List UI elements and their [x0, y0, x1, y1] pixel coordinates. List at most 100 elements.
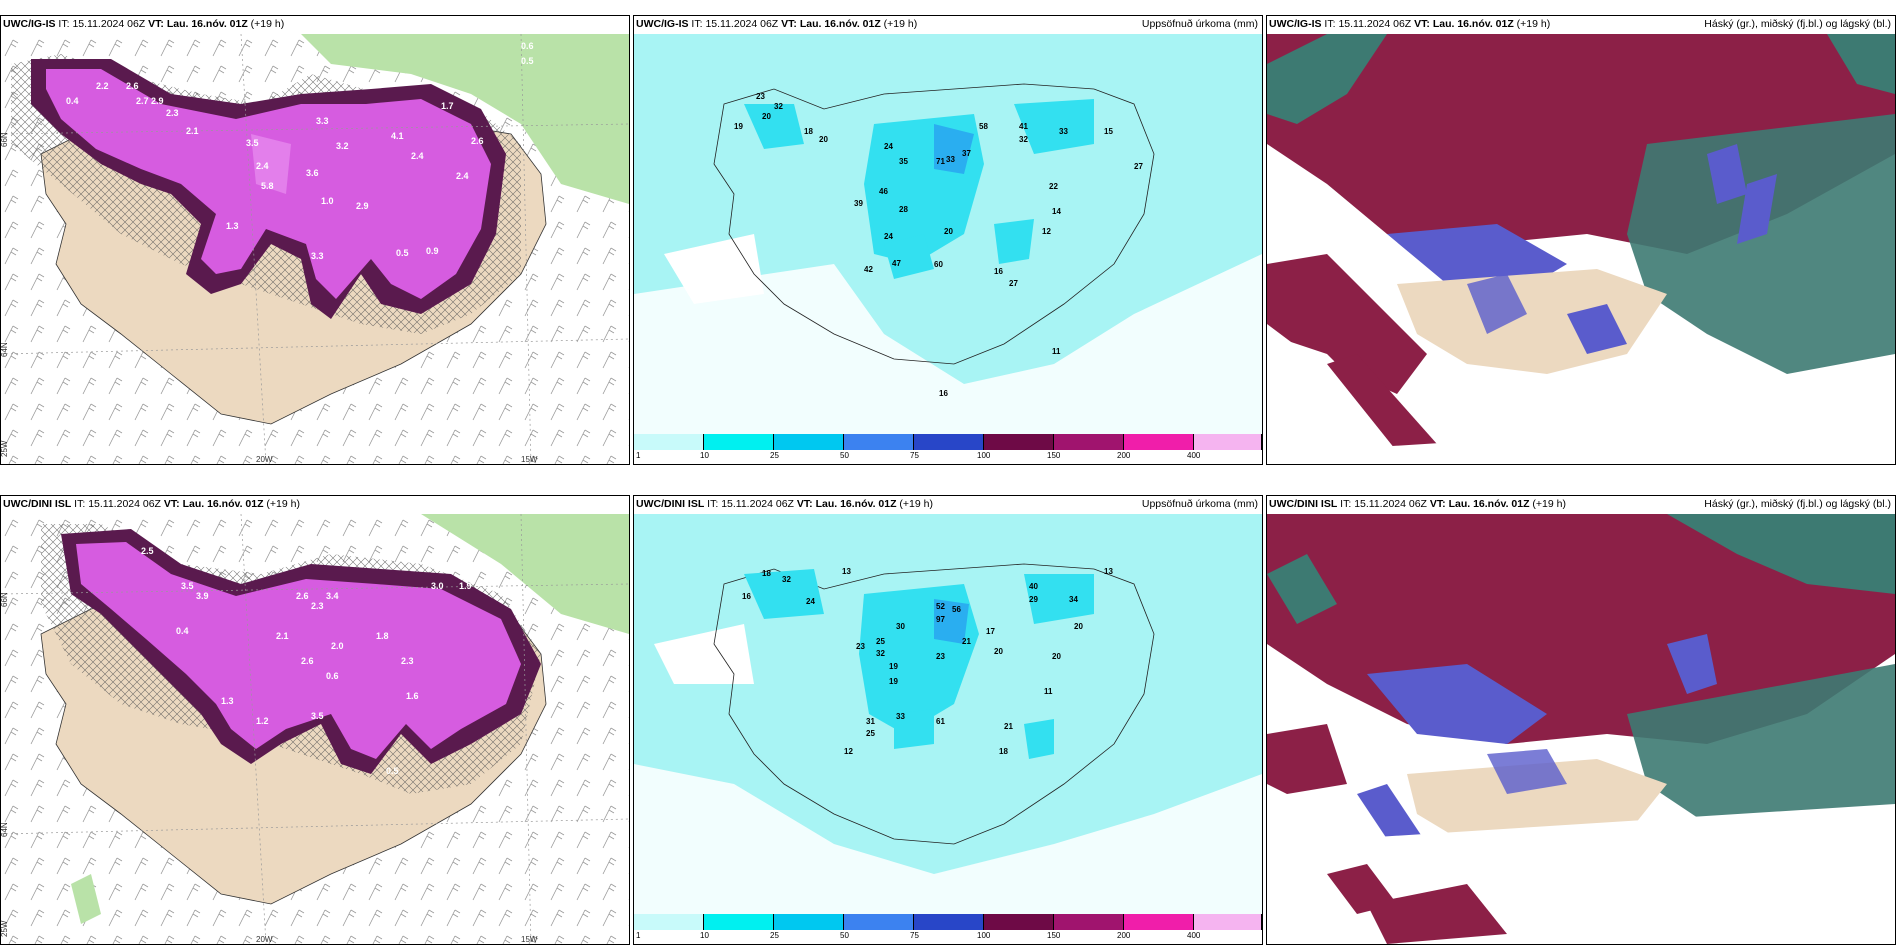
precip-value: 24 [884, 232, 893, 241]
colorbar-label: 100 [977, 451, 991, 460]
panel-header: UWC/IG-IS IT: 15.11.2024 06Z VT: Lau. 16… [1269, 16, 1550, 32]
vt-value: Lau. 16.nóv. 01Z [799, 18, 881, 30]
snow-value: 3.5 [246, 138, 259, 148]
precip-value: 13 [842, 567, 851, 576]
precip-value: 34 [1069, 595, 1078, 604]
snow-value: 1.2 [256, 716, 269, 726]
snow-value: 3.9 [196, 591, 209, 601]
colorbar-label: 200 [1117, 931, 1131, 940]
model-name: UWC/DINI ISL [1269, 498, 1338, 510]
precip-value: 30 [896, 622, 905, 631]
precip-value: 28 [899, 205, 908, 214]
precip-value: 25 [866, 729, 875, 738]
panel-header: UWC/IG-IS IT: 15.11.2024 06Z VT: Lau. 16… [636, 16, 917, 32]
precip-value: 27 [1009, 279, 1018, 288]
colorbar-label: 150 [1047, 931, 1061, 940]
panel-bottom-middle-precip: UWC/DINI ISL IT: 15.11.2024 06Z VT: Lau.… [633, 495, 1263, 945]
precip-value: 24 [884, 142, 893, 151]
precip-value: 16 [939, 389, 948, 398]
colorbar-label: 10 [700, 451, 709, 460]
colorbar-label: 10 [700, 931, 709, 940]
colorbar-cell [984, 914, 1054, 930]
colorbar-label: 50 [840, 931, 849, 940]
precip-value: 41 [1019, 122, 1028, 131]
colorbar-cell [704, 914, 774, 930]
lat-label-64n: 64N [1, 342, 9, 357]
vt-value: Lau. 16.nóv. 01Z [1448, 498, 1530, 510]
vt-value: Lau. 16.nóv. 01Z [1432, 18, 1514, 30]
colorbar-cell [984, 434, 1054, 450]
colorbar-cell [1194, 914, 1262, 930]
colorbar-cell [1054, 914, 1124, 930]
lat-label-66n: 66N [1, 132, 9, 147]
panel-header: UWC/DINI ISL IT: 15.11.2024 06Z VT: Lau.… [1269, 496, 1566, 512]
snow-value: 0.5 [396, 248, 409, 258]
lead-time: (+19 h) [1532, 498, 1566, 510]
snow-value: 3.3 [316, 116, 329, 126]
precip-value: 19 [889, 677, 898, 686]
precip-value: 17 [986, 627, 995, 636]
cloud-map [1267, 514, 1895, 944]
model-name: UWC/IG-IS [3, 18, 56, 30]
precip-value: 32 [1019, 135, 1028, 144]
snow-value: 3.5 [311, 711, 324, 721]
snow-value: 0.5 [521, 56, 534, 66]
snow-value: 2.5 [141, 546, 154, 556]
panel-header: UWC/DINI ISL IT: 15.11.2024 06Z VT: Lau.… [3, 496, 300, 512]
snow-value: 3.3 [311, 251, 324, 261]
colorbar-cell [1194, 434, 1262, 450]
precip-value: 12 [1042, 227, 1051, 236]
vt-label: VT: [148, 18, 164, 30]
precip-map: 23 20 32 19 18 20 24 35 71 33 37 58 41 3… [634, 34, 1262, 434]
snow-value: 2.2 [96, 81, 109, 91]
lat-label-64n: 64N [1, 822, 9, 837]
vt-label: VT: [1429, 498, 1446, 510]
snow-value: 4.1 [391, 131, 404, 141]
vt-value: Lau. 16.nóv. 01Z [815, 498, 897, 510]
snow-value: 3.5 [181, 581, 194, 591]
colorbar-cell [1124, 434, 1194, 450]
snow-value: 0.5 [386, 766, 399, 776]
snow-value: 3.4 [326, 591, 339, 601]
it-label: IT: [1340, 498, 1352, 510]
it-label: IT: [74, 498, 86, 510]
snow-value: 1.3 [226, 221, 239, 231]
precip-value: 16 [994, 267, 1003, 276]
precip-value: 33 [946, 155, 955, 164]
precip-value: 12 [844, 747, 853, 756]
vt-label: VT: [796, 498, 813, 510]
vt-label: VT: [1414, 18, 1430, 30]
snow-value: 2.3 [401, 656, 414, 666]
colorbar-label: 1 [636, 931, 641, 940]
precip-value: 23 [936, 652, 945, 661]
cloud-map [1267, 34, 1895, 464]
it-value: 15.11.2024 06Z [1338, 18, 1412, 30]
it-value: 15.11.2024 06Z [721, 498, 794, 510]
precip-value: 71 [936, 157, 945, 166]
panel-top-middle-precip: UWC/IG-IS IT: 15.11.2024 06Z VT: Lau. 16… [633, 15, 1263, 465]
precip-value: 40 [1029, 582, 1038, 591]
snow-value: 0.6 [521, 41, 534, 51]
snow-value: 1.6 [406, 691, 419, 701]
snow-value: 2.9 [356, 201, 369, 211]
precip-value: 14 [1052, 207, 1061, 216]
it-value: 15.11.2024 06Z [72, 18, 146, 30]
panel-bottom-left-snow: UWC/DINI ISL IT: 15.11.2024 06Z VT: Lau.… [0, 495, 630, 945]
snow-value: 0.6 [326, 671, 339, 681]
lat-label-66n: 66N [1, 592, 9, 607]
it-value: 15.11.2024 06Z [88, 498, 161, 510]
precip-value: 61 [936, 717, 945, 726]
lead-time: (+19 h) [266, 498, 300, 510]
precip-value: 25 [876, 637, 885, 646]
precip-value: 13 [1104, 567, 1113, 576]
snow-value: 2.3 [311, 601, 324, 611]
precip-value: 33 [896, 712, 905, 721]
model-name: UWC/DINI ISL [3, 498, 72, 510]
panel-header: UWC/IG-IS IT: 15.11.2024 06Z VT: Lau. 16… [3, 16, 284, 32]
it-label: IT: [707, 498, 719, 510]
colorbar-label: 75 [910, 451, 919, 460]
snow-value: 0.4 [176, 626, 189, 636]
colorbar: 1 10 25 50 75 100 150 200 400 [634, 434, 1262, 464]
it-label: IT: [58, 18, 70, 30]
lead-time: (+19 h) [883, 18, 918, 30]
